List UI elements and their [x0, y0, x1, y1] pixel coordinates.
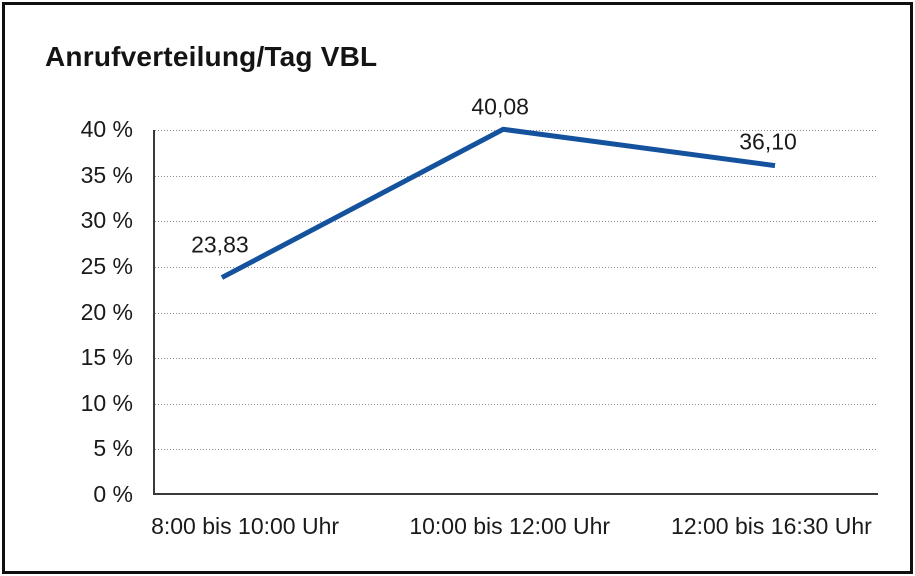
y-tick-label: 15 % [80, 344, 133, 371]
x-tick-label: 10:00 bis 12:00 Uhr [409, 513, 611, 539]
data-point-label: 36,10 [739, 128, 797, 155]
gridline-20 [155, 312, 878, 314]
x-tick-label: 8:00 bis 10:00 Uhr [151, 513, 340, 539]
data-point-label: 23,83 [191, 231, 249, 258]
y-tick-label: 40 % [80, 115, 133, 142]
gridline-30 [155, 221, 878, 223]
y-tick-label: 35 % [80, 161, 133, 188]
y-tick-label: 0 % [93, 480, 133, 507]
y-tick-label: 25 % [80, 252, 133, 279]
gridline-10 [155, 403, 878, 405]
gridline-35 [155, 175, 878, 177]
gridline-25 [155, 266, 878, 268]
y-tick-label: 20 % [80, 298, 133, 325]
y-tick-label: 5 % [93, 435, 133, 462]
gridline-5 [155, 449, 878, 451]
gridline-15 [155, 358, 878, 360]
y-tick-label: 30 % [80, 207, 133, 234]
plot-area [153, 130, 878, 495]
data-point-label: 40,08 [471, 93, 529, 120]
y-tick-label: 10 % [80, 389, 133, 416]
chart-title: Anrufverteilung/Tag VBL [45, 41, 378, 72]
x-tick-label: 12:00 bis 16:30 Uhr [671, 513, 872, 539]
